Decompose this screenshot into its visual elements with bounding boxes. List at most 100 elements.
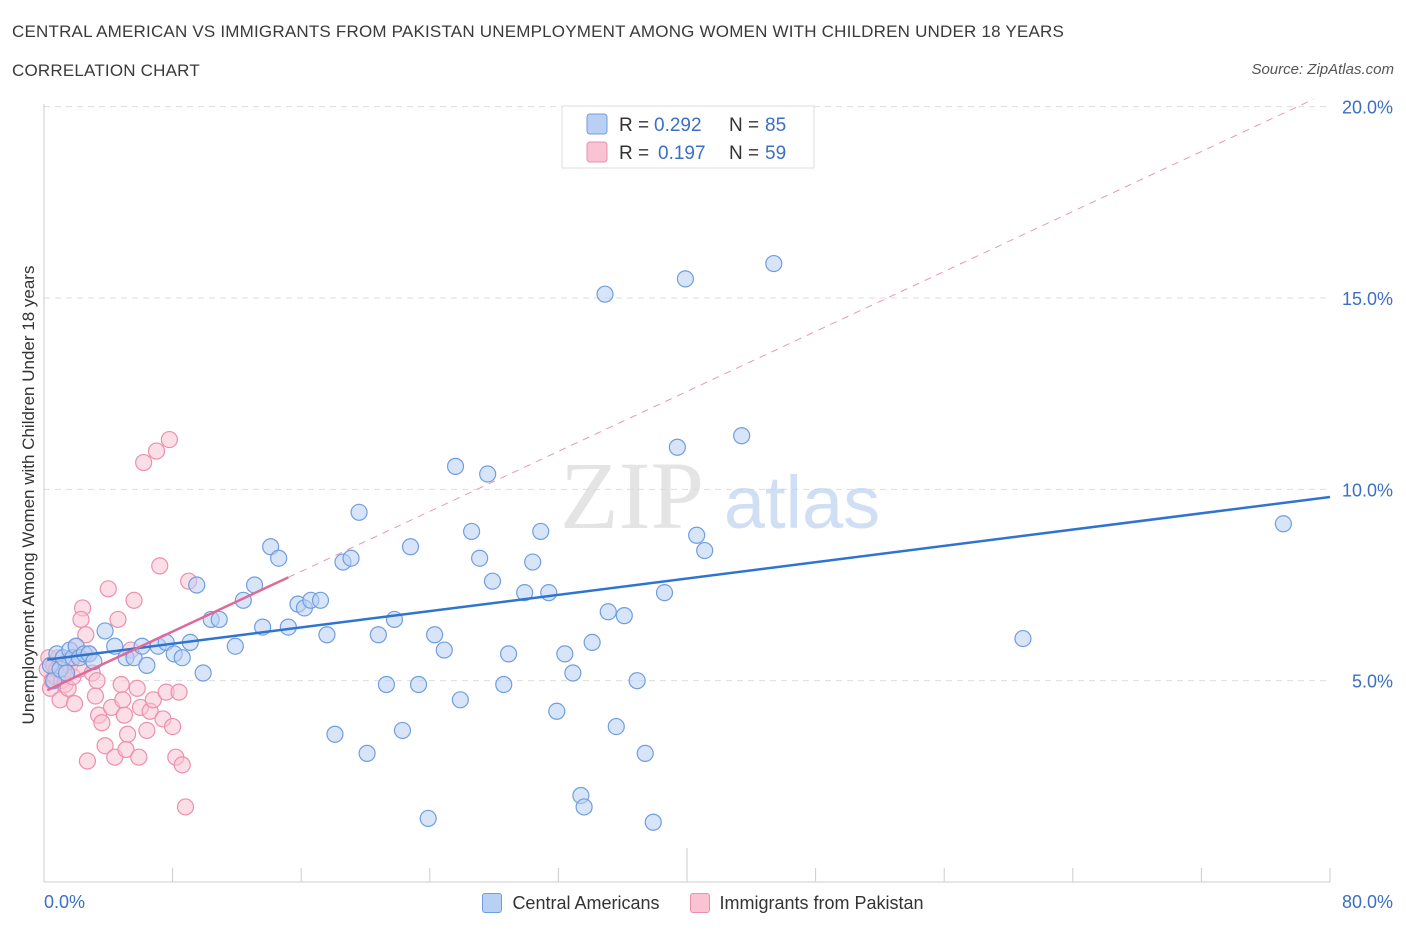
data-point-blue: [583, 633, 601, 652]
legend-r-value-pink: 0.197: [658, 143, 706, 164]
y-axis-title: Unemployment Among Women with Children U…: [19, 266, 38, 725]
data-point-blue: [524, 553, 542, 571]
series-legend: Central Americans Immigrants from Pakist…: [0, 890, 1406, 916]
data-point-blue: [628, 672, 646, 690]
data-point-blue: [499, 645, 518, 663]
data-point-blue: [575, 798, 593, 816]
chart-title: CENTRAL AMERICAN VS IMMIGRANTS FROM PAKI…: [12, 22, 1065, 41]
legend-n-label-pink: N =: [729, 143, 759, 164]
legend-label-central-americans: Central Americans: [512, 892, 660, 913]
data-point-blue: [1014, 629, 1032, 648]
data-point-blue: [607, 717, 625, 736]
watermark-atlas: atlas: [724, 461, 880, 544]
data-point-blue: [342, 549, 360, 567]
source-note: Source: ZipAtlas.com: [1251, 61, 1394, 78]
data-point-pink: [99, 580, 117, 598]
legend-n-value-pink: 59: [765, 143, 786, 164]
data-point-blue: [173, 649, 191, 667]
data-point-pink: [109, 610, 127, 629]
data-point-blue: [733, 427, 751, 445]
grid-lines: [44, 106, 1330, 682]
data-point-blue: [451, 691, 469, 709]
data-point-blue: [676, 270, 694, 288]
data-point-blue: [138, 656, 156, 674]
data-point-blue: [401, 538, 420, 556]
legend-item-central-americans: Central Americans: [482, 892, 660, 914]
data-point-blue: [688, 526, 706, 544]
data-point-blue: [188, 576, 206, 594]
data-point-blue: [564, 664, 582, 682]
data-point-blue: [479, 465, 497, 483]
legend-n-value-blue: 85: [765, 115, 786, 136]
data-point-pink: [93, 714, 111, 732]
legend-swatch-pink: [586, 141, 608, 163]
data-point-blue: [377, 675, 395, 694]
trendline-pakistan-extension: [288, 98, 1315, 578]
legend-r-value-blue: 0.292: [654, 115, 702, 136]
data-point-pink: [96, 737, 114, 755]
data-point-blue: [636, 744, 654, 762]
x-tick-label-max: 80.0%: [1342, 892, 1393, 912]
data-point-blue: [435, 641, 453, 659]
data-point-pink: [115, 706, 133, 724]
trend-lines: [46, 98, 1331, 692]
legend-label-immigrants-from-pakistan: Immigrants from Pakistan: [719, 892, 924, 913]
legend-swatch-blue: [586, 113, 608, 135]
data-point-pink: [144, 691, 162, 709]
trendline-central-americans: [47, 495, 1331, 661]
watermark-zip: ZIP: [560, 442, 704, 549]
series-immigrants-from-pakistan: [38, 430, 198, 816]
data-point-blue: [96, 622, 114, 640]
data-point-pink: [88, 672, 106, 690]
data-point-blue: [655, 584, 674, 602]
data-point-blue: [210, 610, 228, 629]
data-point-blue: [495, 675, 513, 694]
data-point-blue: [462, 522, 481, 541]
data-point-blue: [483, 572, 502, 590]
y-tick-label: 15.0%: [1342, 289, 1393, 309]
y-tick-label: 10.0%: [1342, 480, 1393, 500]
data-point-pink: [118, 725, 137, 743]
data-point-pink: [112, 675, 130, 694]
data-point-blue: [1274, 515, 1292, 533]
data-point-blue: [471, 549, 489, 567]
data-point-blue: [556, 645, 574, 663]
data-point-pink: [176, 798, 195, 816]
y-tick-label: 20.0%: [1342, 98, 1393, 118]
y-tick-label: 5.0%: [1352, 672, 1393, 692]
data-point-blue: [696, 541, 714, 560]
data-point-pink: [164, 717, 182, 736]
legend-r-label-pink: R =: [619, 143, 649, 164]
data-point-blue: [226, 637, 244, 655]
watermark: ZIP atlas: [560, 442, 880, 549]
data-point-blue: [270, 549, 288, 567]
data-point-pink: [128, 679, 146, 697]
data-point-pink: [78, 752, 97, 770]
data-point-blue: [311, 591, 330, 609]
legend-r-label-blue: R =: [619, 115, 649, 136]
data-point-blue: [615, 607, 633, 625]
chart-subtitle: CORRELATION CHART: [12, 61, 200, 80]
data-point-pink: [114, 691, 132, 709]
data-point-blue: [350, 503, 368, 521]
data-point-blue: [765, 254, 783, 273]
data-point-blue: [532, 522, 550, 541]
data-point-blue: [194, 664, 212, 682]
data-point-pink: [160, 430, 178, 449]
data-point-blue: [358, 744, 376, 762]
data-point-blue: [426, 626, 444, 644]
data-point-blue: [644, 813, 662, 831]
data-point-blue: [369, 626, 387, 644]
data-point-blue: [599, 603, 617, 621]
data-point-blue: [419, 809, 437, 828]
data-point-pink: [135, 453, 153, 472]
axes: 5.0% 10.0% 15.0% 20.0% 0.0% 80.0%: [43, 98, 1393, 912]
data-point-blue: [393, 721, 412, 740]
legend-n-label-blue: N =: [729, 115, 759, 136]
data-point-pink: [130, 748, 148, 766]
data-point-pink: [151, 557, 169, 575]
data-point-pink: [72, 610, 90, 629]
data-point-blue: [548, 702, 566, 720]
data-point-pink: [86, 687, 105, 705]
